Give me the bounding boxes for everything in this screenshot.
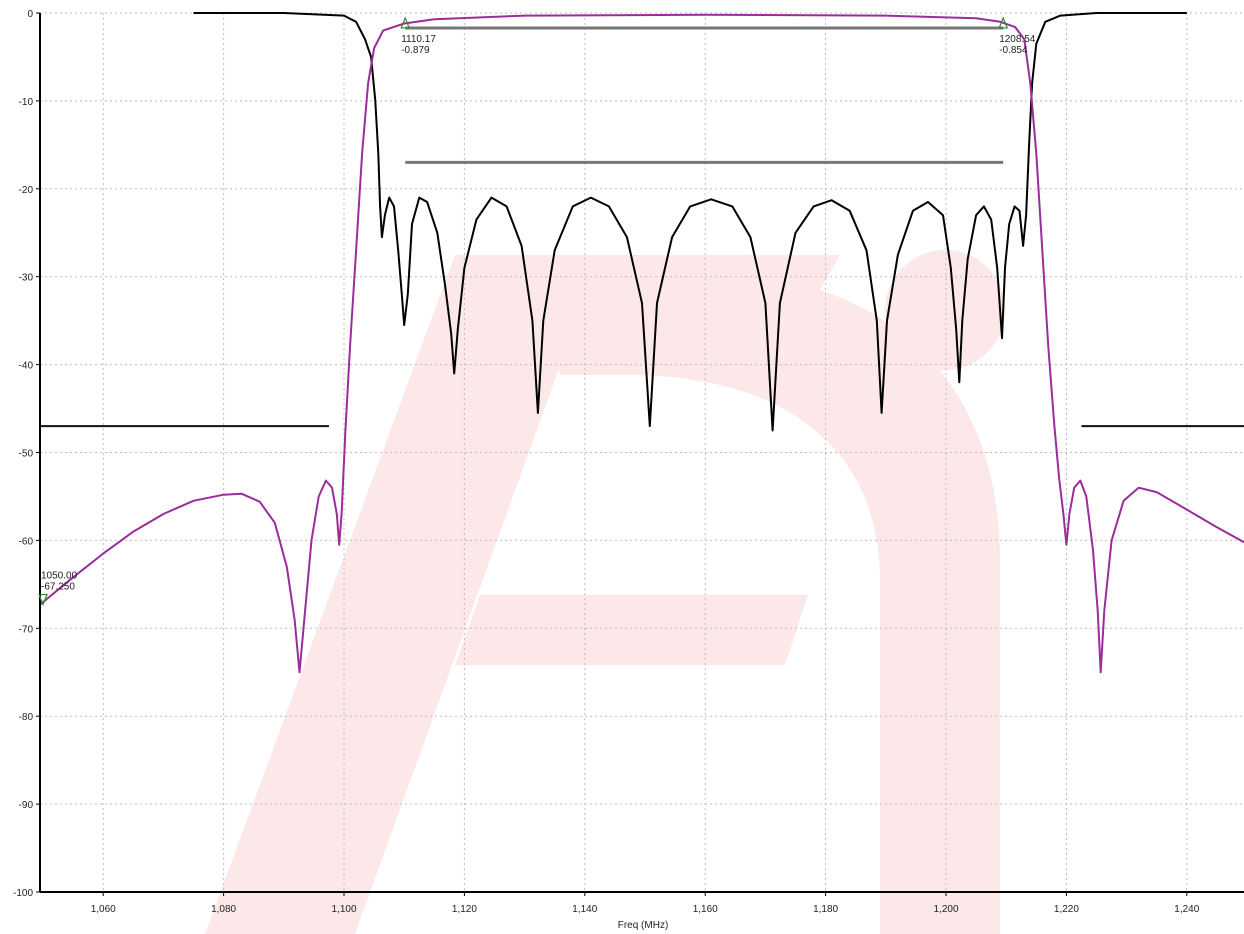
x-tick-label: 1,160 <box>693 904 718 915</box>
x-tick-label: 1,200 <box>933 904 958 915</box>
watermark-logo <box>205 250 1005 934</box>
y-tick-label: -20 <box>19 185 34 196</box>
x-tick-label: 1,080 <box>211 904 236 915</box>
y-tick-label: -40 <box>19 361 34 372</box>
marker-value-label: -0.854 <box>999 45 1028 56</box>
x-axis-title: Freq (MHz) <box>618 920 669 931</box>
x-tick-label: 1,240 <box>1174 904 1199 915</box>
series-line-1 <box>193 12 1187 432</box>
marker-triangle <box>998 16 1009 29</box>
x-tick-label: 1,100 <box>331 904 356 915</box>
x-tick-label: 1,220 <box>1054 904 1079 915</box>
marker-triangle <box>38 593 48 607</box>
series-group <box>39 12 1244 674</box>
watermark-dot <box>885 250 1005 370</box>
watermark-diagonal <box>205 255 600 934</box>
y-tick-label: 0 <box>27 9 33 20</box>
x-tick-label: 1,140 <box>572 904 597 915</box>
x-tick-label: 1,180 <box>813 904 838 915</box>
watermark-arch <box>540 255 1000 934</box>
y-tick-label: -80 <box>19 712 34 723</box>
markers: 1050.00-67.250 1110.17-0.879 1208.54-0.854 <box>38 16 1036 607</box>
y-tick-label: -30 <box>19 273 34 284</box>
marker-value-label: -0.879 <box>401 45 430 56</box>
marker-triangle <box>400 16 411 29</box>
y-tick-label: -90 <box>19 800 34 811</box>
marker-freq-label: 1208.54 <box>999 34 1036 45</box>
y-tick-label: -70 <box>19 624 34 635</box>
x-tick-label: 1,120 <box>452 904 477 915</box>
series-line-2 <box>39 13 1244 674</box>
marker-freq-label: 1050.00 <box>41 571 78 582</box>
y-tick-label: -10 <box>19 97 34 108</box>
marker-freq-label: 1110.17 <box>401 34 436 45</box>
limit-lines <box>40 26 1244 428</box>
watermark-bar <box>455 595 808 665</box>
axes: 0 -10 -20 -30 -40 -50 -60 -70 -80 -90 -100 1,060 1,0… <box>13 9 1244 915</box>
grid <box>40 12 1244 892</box>
marker-value-label: -67.250 <box>41 582 75 593</box>
y-tick-label: -50 <box>19 449 34 460</box>
y-tick-label: -100 <box>13 888 33 899</box>
x-tick-label: 1,060 <box>91 904 116 915</box>
y-tick-label: -60 <box>19 536 34 547</box>
